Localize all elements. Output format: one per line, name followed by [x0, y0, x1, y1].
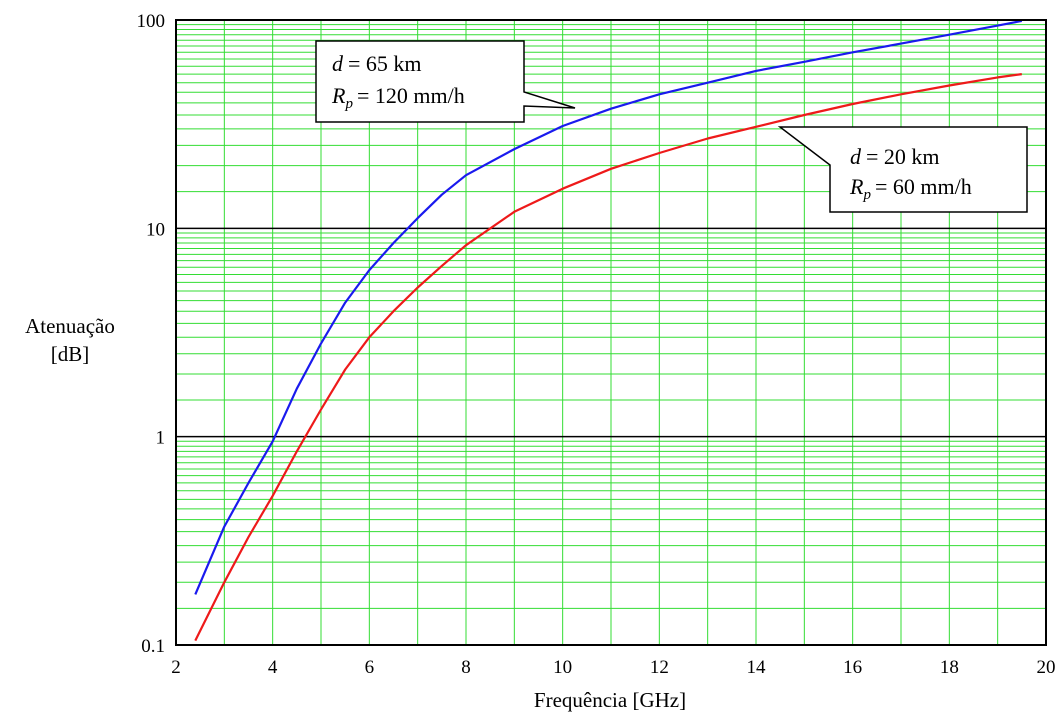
x-tick-label: 4 — [268, 657, 278, 678]
callout-series-2-box — [777, 126, 1028, 213]
y-tick-label: 0.1 — [141, 636, 165, 657]
x-tick-label: 6 — [365, 657, 375, 678]
y-axis-title-line2: [dB] — [51, 342, 90, 366]
y-axis-tick-labels: 0.1 1 10 100 — [137, 11, 166, 657]
callout-series-1: d = 65 km Rp = 120 mm/h — [315, 40, 576, 123]
x-axis-tick-labels: 2 4 6 8 10 12 14 16 18 20 — [171, 657, 1055, 678]
minor-grid — [176, 20, 1046, 645]
x-tick-label: 10 — [553, 657, 572, 678]
y-tick-label: 10 — [146, 219, 165, 240]
x-tick-label: 20 — [1037, 657, 1056, 678]
plot-frame — [175, 19, 1047, 646]
series-line-2 — [194, 73, 1022, 642]
x-tick-label: 12 — [650, 657, 669, 678]
decade-grid — [176, 227, 1046, 438]
callout-series-2: d = 20 km Rp = 60 mm/h — [777, 126, 1028, 213]
callout-series-1-box — [315, 40, 576, 123]
y-axis-title-line1: Atenuação — [25, 314, 115, 338]
x-tick-label: 8 — [461, 657, 471, 678]
y-tick-label: 1 — [156, 428, 166, 449]
callout-series-1-line2: Rp = 120 mm/h — [331, 83, 465, 112]
callout-series-2-line1: d = 20 km — [850, 144, 940, 169]
x-tick-label: 2 — [171, 657, 181, 678]
series-line-1 — [194, 19, 1023, 595]
x-tick-label: 16 — [843, 657, 862, 678]
x-axis-title: Frequência [GHz] — [534, 688, 686, 712]
callout-series-2-line2: Rp = 60 mm/h — [849, 174, 972, 203]
plot-series — [194, 19, 1023, 642]
callout-series-1-line1: d = 65 km — [332, 51, 422, 76]
x-tick-label: 14 — [747, 657, 767, 678]
x-tick-label: 18 — [940, 657, 959, 678]
y-tick-label: 100 — [137, 11, 166, 32]
